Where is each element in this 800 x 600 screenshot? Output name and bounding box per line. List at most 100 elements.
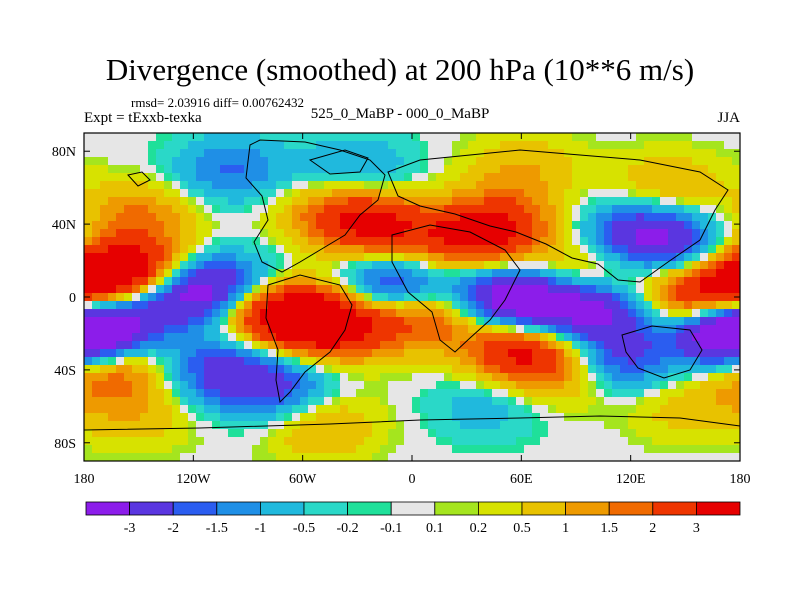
heat-cell <box>172 157 181 166</box>
heat-cell <box>708 181 717 190</box>
heat-cell <box>420 309 429 318</box>
heat-cell <box>556 213 565 222</box>
heat-cell <box>412 237 421 246</box>
heat-cell <box>212 341 221 350</box>
heat-cell <box>284 149 293 158</box>
heat-cell <box>524 149 533 158</box>
heat-cell <box>412 445 421 454</box>
colorbar-box <box>347 501 392 516</box>
heat-cell <box>540 245 549 254</box>
heat-cell <box>588 429 597 438</box>
heat-cell <box>212 317 221 326</box>
heat-cell <box>100 149 109 158</box>
heat-cell <box>348 261 357 270</box>
heat-cell <box>132 381 141 390</box>
heat-cell <box>292 437 301 446</box>
heat-cell <box>652 261 661 270</box>
heat-cell <box>644 229 653 238</box>
heat-cell <box>324 149 333 158</box>
heat-cell <box>476 197 485 206</box>
heat-cell <box>612 413 621 422</box>
heat-cell <box>332 261 341 270</box>
heat-cell <box>628 133 637 142</box>
heat-cell <box>532 405 541 414</box>
heat-cell <box>540 261 549 270</box>
heat-cell <box>460 413 469 422</box>
heat-cell <box>372 173 381 182</box>
heat-cell <box>540 237 549 246</box>
heat-cell <box>388 277 397 286</box>
heat-cell <box>660 157 669 166</box>
heat-cell <box>212 261 221 270</box>
heat-cell <box>452 453 461 462</box>
heat-cell <box>428 421 437 430</box>
heat-cell <box>276 373 285 382</box>
heat-cell <box>244 149 253 158</box>
heat-cell <box>340 277 349 286</box>
heat-cell <box>164 181 173 190</box>
heat-cell <box>276 173 285 182</box>
heat-cell <box>692 205 701 214</box>
heat-cell <box>612 357 621 366</box>
heat-cell <box>572 325 581 334</box>
heat-cell <box>556 261 565 270</box>
heat-cell <box>388 229 397 238</box>
heat-cell <box>340 325 349 334</box>
heat-cell <box>404 237 413 246</box>
heat-cell <box>180 221 189 230</box>
heat-cell <box>596 357 605 366</box>
heat-cell <box>684 349 693 358</box>
heat-cell <box>180 381 189 390</box>
heat-cell <box>524 317 533 326</box>
heat-cell <box>316 237 325 246</box>
heat-cell <box>572 453 581 462</box>
heat-cell <box>540 317 549 326</box>
heat-cell <box>100 325 109 334</box>
heat-cell <box>692 397 701 406</box>
heat-cell <box>164 357 173 366</box>
heat-cell <box>396 245 405 254</box>
heat-cell <box>356 173 365 182</box>
heat-cell <box>372 189 381 198</box>
heat-cell <box>652 285 661 294</box>
heat-cell <box>204 133 213 142</box>
heat-cell <box>668 317 677 326</box>
heat-cell <box>572 237 581 246</box>
heat-cell <box>676 333 685 342</box>
heat-cell <box>420 397 429 406</box>
heat-cell <box>700 229 709 238</box>
heat-cell <box>372 389 381 398</box>
heat-cell <box>556 189 565 198</box>
heat-cell <box>452 301 461 310</box>
heat-cell <box>468 317 477 326</box>
heat-cell <box>532 357 541 366</box>
heat-cell <box>644 429 653 438</box>
heat-cell <box>404 421 413 430</box>
heat-cell <box>124 421 133 430</box>
heat-cell <box>148 373 157 382</box>
heat-cell <box>692 285 701 294</box>
heat-cell <box>724 453 733 462</box>
heat-cell <box>676 381 685 390</box>
heat-cell <box>140 173 149 182</box>
heat-cell <box>644 357 653 366</box>
heat-cell <box>212 325 221 334</box>
heat-cell <box>588 381 597 390</box>
heat-cell <box>236 229 245 238</box>
heat-cell <box>108 197 117 206</box>
heat-cell <box>236 341 245 350</box>
heat-cell <box>244 189 253 198</box>
heat-cell <box>236 301 245 310</box>
heat-cell <box>556 445 565 454</box>
heat-cell <box>164 277 173 286</box>
heat-cell <box>380 293 389 302</box>
heat-cell <box>220 293 229 302</box>
heat-cell <box>716 173 725 182</box>
heat-cell <box>404 365 413 374</box>
heat-cell <box>180 261 189 270</box>
heat-cell <box>116 309 125 318</box>
x-tick-label: 0 <box>409 472 416 487</box>
heat-cell <box>100 213 109 222</box>
heat-cell <box>340 221 349 230</box>
heat-cell <box>452 429 461 438</box>
